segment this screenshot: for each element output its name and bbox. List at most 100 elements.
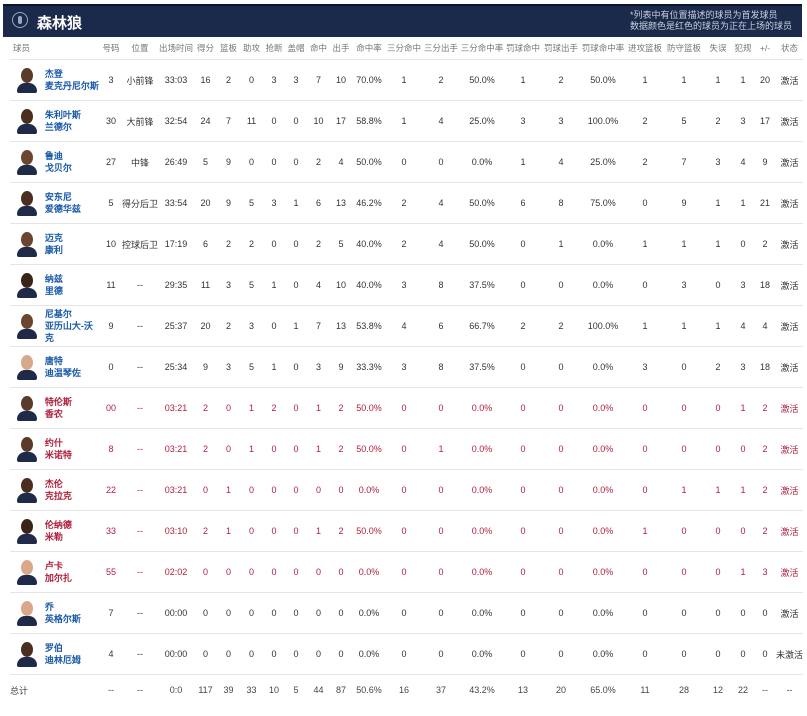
player-name-link[interactable]: 乔英格尔斯 [45,601,100,625]
player-name-link[interactable]: 尼基尔 亚历山大-沃克 [45,308,100,344]
stat-cell: 中锋 [122,141,158,183]
player-cell: 杰登 麦克丹尼尔斯 [10,59,100,101]
column-header[interactable]: 三分命中 [386,43,421,53]
column-header[interactable]: 三分命中率 [460,43,504,53]
total-stat-cell: 33 [240,674,263,705]
stat-cell: 9 [217,182,240,224]
stat-cell: 1 [626,223,664,265]
stat-cell: 0 [422,469,460,511]
column-header[interactable]: 进攻篮板 [627,43,662,53]
stat-cell: 2 [626,141,664,183]
stat-cell: 27 [100,141,122,183]
column-header[interactable]: +/- [759,43,771,53]
stat-cell: 20 [194,305,217,347]
column-header[interactable]: 得分 [196,43,214,53]
column-header[interactable]: 出手 [332,43,350,53]
stat-cell: 0 [704,264,732,306]
total-stat-cell: -- [776,674,803,705]
totals-label: 总计 [10,674,100,705]
column-header[interactable]: 罚球出手 [543,43,578,53]
column-header[interactable]: 出场时间 [158,43,193,53]
stat-cell: 0 [285,510,307,552]
player-name-link[interactable]: 纳兹 里德 [45,273,100,297]
player-name-link[interactable]: 鲁迪 戈贝尔 [45,150,100,174]
stat-cell: 0 [732,428,754,470]
player-name-link[interactable]: 安东尼 爱德华兹 [45,191,100,215]
stat-cell: 9 [664,182,704,224]
stat-cell: 0 [542,633,580,675]
stat-cell: 0 [664,633,704,675]
stat-cell: 0 [240,469,263,511]
column-header[interactable]: 命中率 [356,43,382,53]
stat-cell: 0 [732,223,754,265]
stat-cell: 0 [194,592,217,634]
column-header[interactable]: 盖帽 [287,43,305,53]
column-header[interactable]: 状态 [780,43,798,53]
player-name-link[interactable]: 特伦斯 香农 [45,396,100,420]
player-row: 朱利叶斯 兰德尔 30 大前锋 32:54 24 7 11 0 0 10 17 58.8% 1 4 25.0%… [10,100,803,142]
stat-cell: 4 [422,100,460,142]
stat-cell: 00:00 [158,592,194,634]
stat-cell: 2 [217,59,240,101]
stat-cell: 11 [240,100,263,142]
stat-cell: 0 [664,551,704,593]
column-header[interactable]: 抢断 [265,43,283,53]
player-last-name: 香农 [44,409,63,419]
stat-cell: 0.0% [352,469,386,511]
player-name-link[interactable]: 朱利叶斯 兰德尔 [45,109,100,133]
column-header[interactable]: 位置 [131,43,149,53]
column-header[interactable]: 防守篮板 [666,43,701,53]
column-header[interactable]: 犯规 [734,43,752,53]
stat-cell: 18 [754,264,776,306]
player-first-name: 纳兹 [44,274,63,284]
stat-cell: 3 [100,59,122,101]
column-header[interactable]: 号码 [102,43,120,53]
stat-cell: 8 [422,264,460,306]
player-last-name: 亚历山大-沃克 [44,321,93,343]
player-name-link[interactable]: 杰伦 克拉克 [45,478,100,502]
status-cell: 激活 [776,387,803,429]
player-cell: 迈克 康利 [10,223,100,265]
stat-cell: 4 [732,141,754,183]
stat-cell: 0 [285,346,307,388]
stat-cell: 25:37 [158,305,194,347]
stat-cell: 10 [330,264,352,306]
stat-cell: 0 [626,387,664,429]
stat-cell: 2 [754,510,776,552]
column-header[interactable]: 罚球命中 [505,43,540,53]
player-name-link[interactable]: 约什 米诺特 [45,437,100,461]
column-header[interactable]: 球员 [13,43,31,53]
player-avatar [16,189,37,217]
stat-cell: 2 [240,223,263,265]
stat-cell: 1 [732,387,754,429]
stat-cell: 0 [626,592,664,634]
stat-cell: 1 [217,469,240,511]
player-name-link[interactable]: 伦纳德 米勒 [45,519,100,543]
player-row: 唐特 迪温琴佐 0 -- 25:34 9 3 5 1 0 3 9 33.3% 3 8 37.5% 0 0 0.0% 3… [10,346,803,388]
status-cell: 激活 [776,141,803,183]
column-header[interactable]: 篮板 [219,43,237,53]
stat-cell: 10 [330,59,352,101]
stat-cell: 0 [240,141,263,183]
player-name-link[interactable]: 迈克 康利 [45,232,100,256]
stat-cell: 33 [100,510,122,552]
player-name-link[interactable]: 罗伯 迪林厄姆 [45,642,100,666]
status-cell: 激活 [776,100,803,142]
player-name-link[interactable]: 卢卡 加尔扎 [45,560,100,584]
stat-cell: 33:03 [158,59,194,101]
total-stat-cell: 5 [285,674,307,705]
column-header[interactable]: 三分出手 [423,43,458,53]
player-name-link[interactable]: 唐特 迪温琴佐 [45,355,100,379]
column-header[interactable]: 罚球命中率 [581,43,625,53]
stat-cell: 20 [754,59,776,101]
column-header[interactable]: 命中 [309,43,327,53]
player-name-link[interactable]: 杰登 麦克丹尼尔斯 [45,68,100,92]
stat-cell: 大前锋 [122,100,158,142]
column-header[interactable]: 助攻 [242,43,260,53]
stat-cell: 0 [263,428,285,470]
stat-cell: -- [122,551,158,593]
player-last-name: 里德 [44,286,63,296]
column-header[interactable]: 失误 [709,43,727,53]
stat-cell: 0 [422,387,460,429]
stat-cell: 0 [504,346,542,388]
